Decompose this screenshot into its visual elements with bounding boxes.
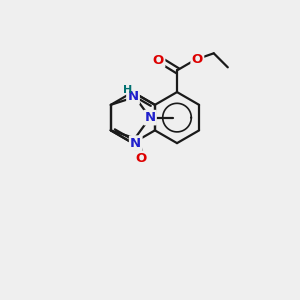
- Text: N: N: [130, 136, 141, 150]
- Text: O: O: [153, 54, 164, 67]
- Text: O: O: [192, 53, 203, 66]
- Text: O: O: [136, 152, 147, 165]
- Text: N: N: [144, 111, 155, 124]
- Text: N: N: [128, 91, 139, 103]
- Text: H: H: [124, 85, 133, 95]
